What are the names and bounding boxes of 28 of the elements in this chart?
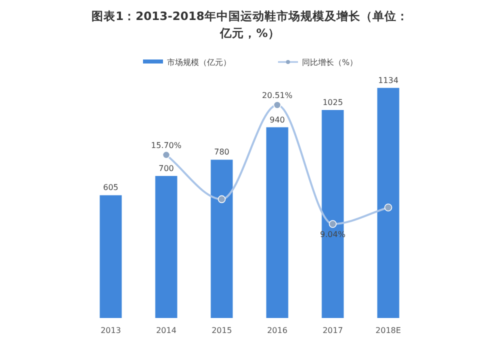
data-label: 15.70% <box>150 140 182 150</box>
data-label: 20.51% <box>262 91 293 100</box>
bar <box>266 127 288 318</box>
x-tick-label: 2017 <box>322 326 343 335</box>
data-label: 1134 <box>378 76 398 85</box>
x-tick-label: 2015 <box>212 326 232 335</box>
data-label: 940 <box>270 115 285 124</box>
bar <box>155 176 178 318</box>
data-label: 605 <box>103 183 118 192</box>
chart-title: 图表1：2013-2018年中国运动鞋市场规模及增长（单位：亿元，%） <box>92 9 408 40</box>
bar <box>322 110 344 318</box>
data-label: 700 <box>158 164 174 173</box>
legend-label: 市场规模（亿元） <box>167 58 231 67</box>
point <box>273 101 282 109</box>
point <box>384 204 392 212</box>
point <box>218 195 226 204</box>
data-label: 1025 <box>322 98 343 108</box>
bar <box>100 195 122 318</box>
point <box>162 151 170 159</box>
x-tick-label: 2016 <box>267 326 288 335</box>
x-tick-label: 2018E <box>376 326 401 335</box>
x-tick-label: 2014 <box>156 326 176 335</box>
legend-label: 同比增长（%） <box>302 58 358 67</box>
point <box>328 220 337 228</box>
bar <box>210 160 233 318</box>
x-tick-label: 2013 <box>100 326 121 335</box>
data-label: 780 <box>214 148 230 157</box>
bar <box>377 88 400 318</box>
